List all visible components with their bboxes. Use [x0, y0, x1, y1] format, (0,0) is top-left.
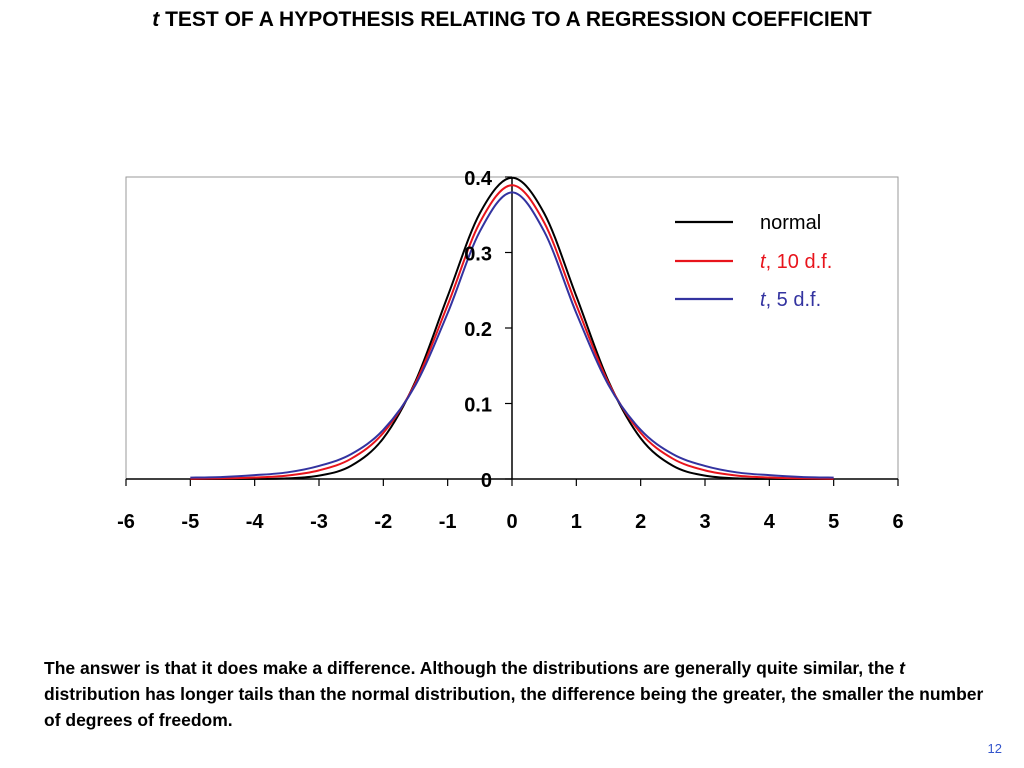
legend-label-text: , 5 d.f.	[766, 289, 822, 311]
series-line-2	[190, 191, 834, 479]
chart-curves	[190, 176, 834, 480]
page-number: 12	[987, 741, 1002, 756]
slide-title-text: TEST OF A HYPOTHESIS RELATING TO A REGRE…	[159, 8, 872, 31]
x-tick-label: -4	[246, 511, 265, 533]
x-tick-label: 3	[699, 511, 710, 533]
legend-label-italic: t	[760, 289, 767, 311]
y-tick-label: 0.2	[464, 319, 492, 341]
legend-label-text: , 10 d.f.	[766, 251, 833, 273]
x-tick-label: 5	[828, 511, 839, 533]
legend-label-italic: t	[760, 251, 767, 273]
x-tick-label: -6	[117, 511, 135, 533]
slide-title: t TEST OF A HYPOTHESIS RELATING TO A REG…	[0, 8, 1024, 32]
series-line-1	[190, 184, 834, 480]
caption-italic: t	[899, 658, 905, 678]
legend-label-text: normal	[760, 212, 821, 234]
series-line-0	[190, 176, 834, 480]
x-tick-label: -3	[310, 511, 328, 533]
legend-label-2: t, 5 d.f.	[760, 289, 821, 311]
x-tick-label: 4	[764, 511, 776, 533]
x-tick-label: 2	[635, 511, 646, 533]
chart-tick-labels: -6 -5 -4 -3 -2 -1 0 1 2 3 4 5 6 0 0.1 0.2 0.3 0.4	[117, 168, 903, 533]
y-tick-label: 0	[481, 470, 492, 492]
x-tick-label: -1	[439, 511, 457, 533]
x-tick-label: -2	[374, 511, 392, 533]
slide-title-italic: t	[152, 8, 160, 31]
x-tick-label: 6	[892, 511, 903, 533]
x-tick-label: 0	[506, 511, 517, 533]
y-tick-label: 0.4	[464, 168, 493, 190]
t-distribution-chart: -6 -5 -4 -3 -2 -1 0 1 2 3 4 5 6 0 0.1 0.2 0.3 0.4 normal t…	[117, 168, 903, 533]
legend-label-1: t, 10 d.f.	[760, 251, 832, 273]
slide-caption: The answer is that it does make a differ…	[44, 655, 994, 733]
caption-text-1: The answer is that it does make a differ…	[44, 658, 900, 678]
x-tick-label: -5	[181, 511, 199, 533]
legend-label-0: normal	[760, 212, 821, 234]
x-tick-label: 1	[571, 511, 582, 533]
y-tick-label: 0.3	[464, 244, 492, 266]
y-tick-label: 0.1	[464, 395, 492, 417]
caption-text-2: distribution has longer tails than the n…	[44, 684, 984, 730]
